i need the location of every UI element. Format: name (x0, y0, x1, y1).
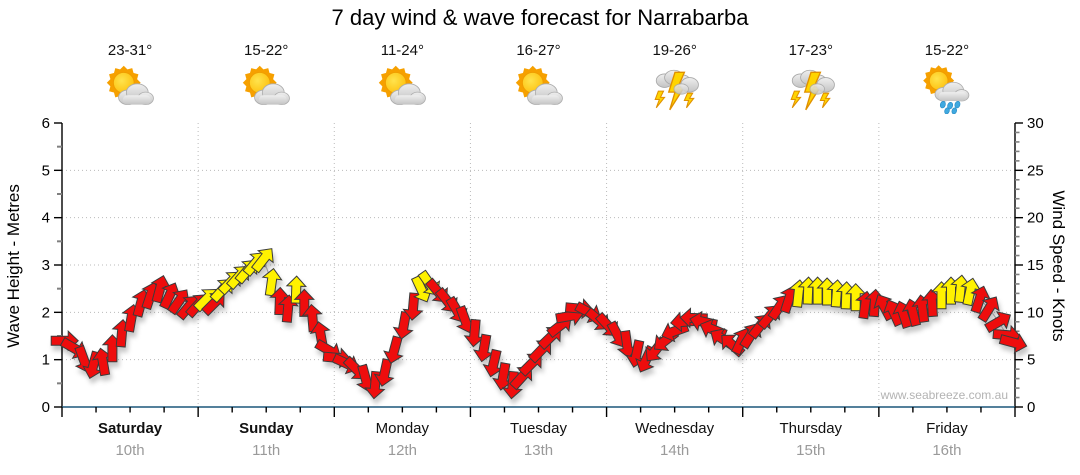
chart-title: 7 day wind & wave forecast for Narrabarb… (331, 5, 749, 30)
day-temperature: 23-31° (107, 42, 153, 59)
left-tick-label: 0 (42, 399, 50, 416)
wind-arrow (402, 292, 424, 321)
wind-arrow (998, 333, 1028, 354)
day-date: 16th (932, 442, 962, 459)
wind-arrow (921, 288, 943, 318)
right-tick-label: 30 (1027, 115, 1044, 132)
day-temperature: 19-26° (652, 42, 697, 59)
right-tick-label: 25 (1027, 162, 1044, 179)
day-date: 10th (115, 442, 145, 459)
wind-arrow (373, 358, 395, 387)
day-temperature: 17-23° (788, 42, 833, 59)
wind-arrow (463, 318, 485, 348)
wind-arrow (250, 248, 274, 274)
wind-arrow (166, 289, 190, 316)
day-header-thursday: 17-23° (743, 42, 879, 114)
right-tick-label: 5 (1027, 352, 1035, 369)
day-temperature: 15-22° (244, 42, 289, 59)
axes (54, 122, 1023, 417)
day-name: Saturday (97, 420, 163, 437)
wind-arrow (472, 333, 494, 363)
wind-arrow (492, 362, 514, 391)
wind-arrow (482, 348, 504, 378)
day-name: Tuesday (510, 420, 567, 437)
day-name: Monday (375, 420, 430, 437)
wind-arrow (91, 347, 113, 377)
right-tick-label: 10 (1027, 304, 1044, 321)
day-date: 12th (387, 442, 417, 459)
wind-arrow (977, 296, 1000, 324)
wind-arrow (970, 285, 991, 314)
wind-arrow (984, 311, 1012, 334)
left-tick-label: 5 (42, 162, 50, 179)
right-tick-label: 15 (1027, 257, 1044, 274)
left-tick-label: 1 (42, 352, 50, 369)
day-temperature: 11-24° (380, 42, 424, 59)
day-name: Friday (926, 420, 968, 437)
day-header-tuesday: 16-27° (471, 42, 607, 114)
day-name: Wednesday (635, 420, 715, 437)
day-date: 14th (660, 442, 690, 459)
right-tick-label: 20 (1027, 210, 1044, 227)
day-date: 15th (796, 442, 826, 459)
day-name: Thursday (779, 420, 843, 437)
wind-arrow (960, 277, 982, 307)
wind-arrow-band (50, 248, 1028, 400)
axis-tick-labels: 0 1 2 3 4 5 6 0 5 10 15 20 25 30 (42, 115, 1044, 416)
day-header-friday: 15-22° (879, 42, 1015, 114)
wind-arrow (150, 274, 172, 304)
day-header-wednesday: 19-26° (607, 42, 743, 114)
day-name: Sunday (239, 420, 294, 437)
day-date: 13th (523, 442, 554, 459)
day-temperature: 15-22° (924, 42, 970, 59)
right-axis-title: Wind Speed - Knots (1049, 190, 1068, 342)
left-tick-label: 3 (42, 257, 50, 274)
wind-arrow (383, 335, 404, 364)
day-date: 11th (252, 442, 281, 459)
left-axis-title: Wave Height - Metres (4, 184, 23, 348)
day-temperature: 16-27° (516, 42, 561, 59)
left-tick-label: 4 (42, 210, 50, 227)
left-tick-label: 2 (42, 304, 50, 321)
day-header-sunday: 15-22° (198, 42, 334, 114)
day-header-saturday: 23-31° (62, 42, 198, 114)
watermark: www.seabreeze.com.au (880, 388, 1008, 402)
right-tick-label: 0 (1027, 399, 1035, 416)
day-header-monday: 11-24° (334, 42, 470, 114)
left-tick-label: 6 (42, 115, 50, 132)
wind-arrow (392, 310, 414, 340)
